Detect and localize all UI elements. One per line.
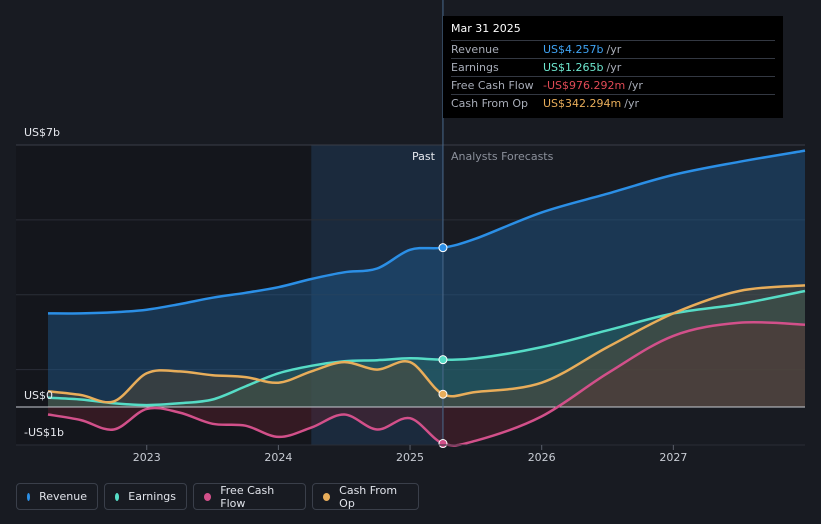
forecast-region-label: Analysts Forecasts <box>451 150 554 163</box>
tooltip-row-earnings: Earnings US$1.265b /yr <box>451 58 775 76</box>
tooltip-value: -US$976.292m <box>543 79 626 92</box>
tooltip-value: US$1.265b <box>543 61 604 74</box>
tooltip-unit: /yr <box>606 61 622 74</box>
line-cash-from-op <box>47 284 806 404</box>
past-region-label: Past <box>412 150 435 163</box>
y-label-zero: US$0 <box>24 389 54 402</box>
point-revenue <box>438 243 448 253</box>
line-earnings <box>47 289 806 407</box>
point-cash-from-op <box>438 389 448 399</box>
x-tick-label: 2026 <box>528 451 556 464</box>
legend-dot-icon <box>115 492 120 501</box>
y-label-top: US$7b <box>24 126 61 139</box>
legend-item-cash-from-op[interactable]: Cash From Op <box>312 483 419 510</box>
legend-label: Cash From Op <box>339 483 398 510</box>
tooltip-label: Cash From Op <box>451 97 529 110</box>
legend-label: Free Cash Flow <box>220 483 275 510</box>
area-free-cash-flow <box>48 322 805 446</box>
legend-label: Revenue <box>39 490 87 503</box>
legend-item-revenue[interactable]: Revenue <box>16 483 98 510</box>
tooltip-row-cash-from-op: Cash From Op US$342.294m /yr <box>451 94 775 112</box>
tooltip-label: Earnings <box>451 61 499 74</box>
tooltip-unit: /yr <box>624 97 639 110</box>
x-tick-label: 2025 <box>396 451 424 464</box>
tooltip-label: Revenue <box>451 43 499 56</box>
line-revenue <box>47 149 806 315</box>
x-tick-label: 2024 <box>264 451 292 464</box>
data-tooltip: Mar 31 2025 Revenue US$4.257b /yr Earnin… <box>443 16 783 118</box>
tooltip-row-revenue: Revenue US$4.257b /yr <box>451 40 775 58</box>
y-label-bottom: -US$1b <box>24 426 64 439</box>
line-free-cash-flow <box>47 320 806 447</box>
x-tick-label: 2023 <box>133 451 161 464</box>
legend-dot-icon <box>27 492 31 501</box>
tooltip-unit: /yr <box>628 79 643 92</box>
tooltip-value: US$4.257b <box>543 43 604 56</box>
chart-legend: Revenue Earnings Free Cash Flow Cash Fro… <box>16 483 419 510</box>
point-free-cash-flow <box>438 439 448 449</box>
legend-item-free-cash-flow[interactable]: Free Cash Flow <box>193 483 306 510</box>
legend-dot-icon <box>323 492 331 501</box>
tooltip-unit: /yr <box>606 43 622 56</box>
x-tick-label: 2027 <box>659 451 687 464</box>
legend-item-earnings[interactable]: Earnings <box>104 483 187 510</box>
tooltip-label: Free Cash Flow <box>451 79 534 92</box>
tooltip-date: Mar 31 2025 <box>451 22 521 35</box>
area-earnings <box>48 291 805 407</box>
legend-label: Earnings <box>128 490 176 503</box>
point-earnings <box>438 355 448 365</box>
tooltip-row-free-cash-flow: Free Cash Flow -US$976.292m /yr <box>451 76 775 94</box>
legend-dot-icon <box>204 492 212 501</box>
tooltip-value: US$342.294m <box>543 97 622 110</box>
